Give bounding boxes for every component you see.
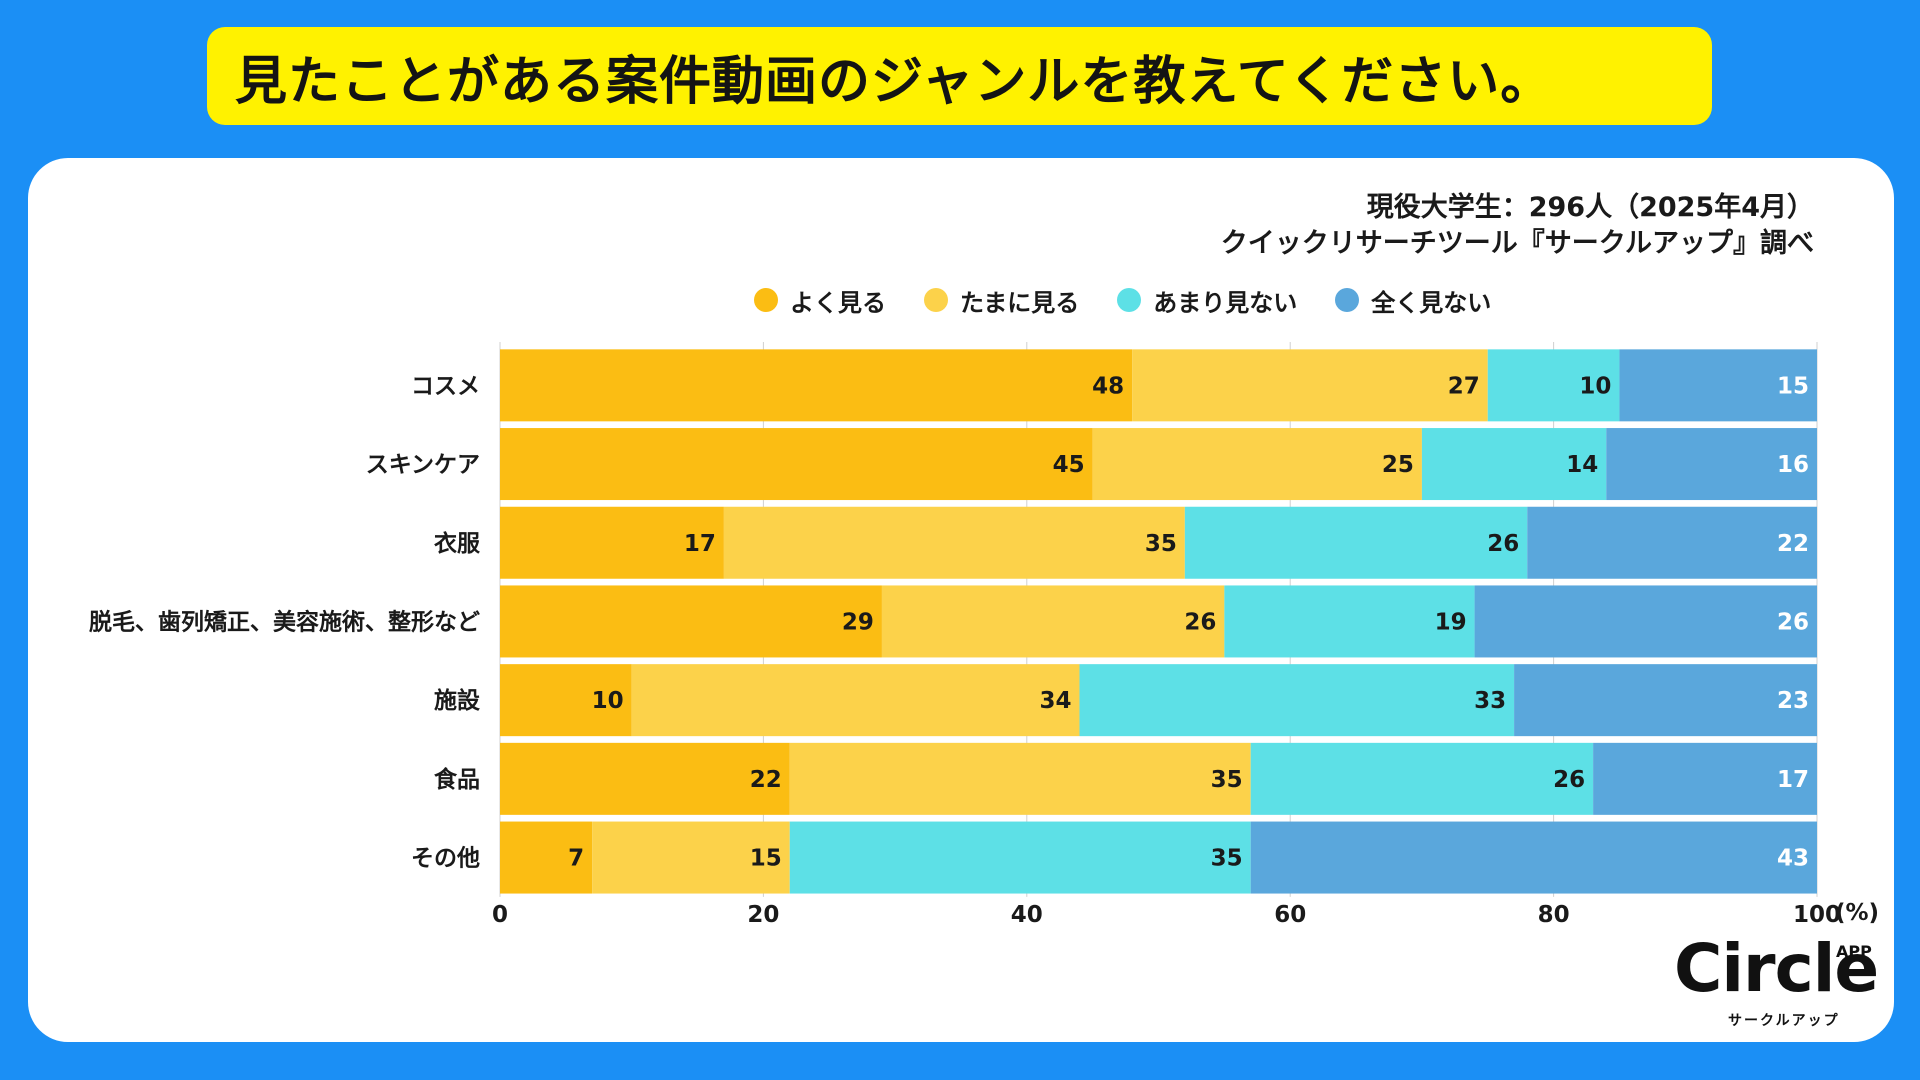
- data-label: 17: [684, 531, 716, 557]
- x-tick-label: 60: [1274, 902, 1306, 928]
- legend-label: 全く見ない: [1371, 288, 1492, 317]
- category-label: 食品: [434, 766, 480, 793]
- data-label: 27: [1448, 373, 1480, 399]
- data-label: 16: [1777, 452, 1809, 478]
- data-label: 33: [1474, 688, 1506, 714]
- data-label: 35: [1211, 846, 1243, 872]
- x-unit-label: (%): [1835, 900, 1879, 926]
- x-tick-label: 80: [1538, 902, 1570, 928]
- bar-segment-1: [592, 821, 790, 894]
- data-label: 17: [1777, 767, 1809, 793]
- bar-segment-2: [1079, 664, 1515, 737]
- data-label: 7: [568, 846, 584, 872]
- data-label: 15: [1777, 373, 1809, 399]
- bar-segment-2: [789, 821, 1251, 894]
- x-tick-label: 100: [1793, 902, 1841, 928]
- bar-segment-0: [500, 349, 1133, 422]
- data-label: 45: [1053, 452, 1085, 478]
- bar-segment-2: [1421, 428, 1607, 501]
- category-label: スキンケア: [366, 452, 480, 478]
- bar-segment-1: [631, 664, 1080, 737]
- logo-app-text: APP: [1836, 942, 1872, 961]
- category-label: コスメ: [411, 373, 480, 399]
- source-line-1: 現役大学生：296人（2025年4月）: [1366, 192, 1814, 223]
- data-label: 34: [1039, 688, 1071, 714]
- bar-segment-0: [500, 742, 790, 815]
- bar-segment-2: [1487, 349, 1620, 422]
- bar-segment-3: [1593, 742, 1817, 815]
- chart-title: 見たことがある案件動画のジャンルを教えてください。: [235, 51, 1554, 112]
- data-label: 10: [1579, 373, 1611, 399]
- category-label: その他: [411, 846, 480, 872]
- legend-dot-icon: [1335, 288, 1360, 312]
- legend-dot-icon: [1117, 288, 1142, 312]
- category-label: 脱毛、歯列矯正、美容施術、整形など: [89, 608, 480, 635]
- category-label: 施設: [434, 687, 481, 714]
- bar-segment-1: [1092, 428, 1422, 501]
- category-label: 衣服: [434, 530, 481, 557]
- legend-dot-icon: [924, 288, 948, 312]
- legend: よく見る たまに見る あまり見ない 全く見ない: [754, 283, 1529, 318]
- data-label: 26: [1553, 767, 1585, 793]
- bar-segment-0: [500, 821, 593, 894]
- legend-item-1: たまに見る: [924, 283, 1079, 318]
- data-label: 26: [1777, 609, 1809, 635]
- logo-main-text: Circle: [1674, 930, 1879, 1007]
- bar-segment-1: [789, 742, 1251, 815]
- data-label: 26: [1487, 531, 1519, 557]
- bar-segment-0: [500, 428, 1093, 501]
- circle-app-logo: Circle APP サークルアップ: [1672, 930, 1882, 1030]
- logo-sub-text: サークルアップ: [1728, 1013, 1840, 1029]
- data-label: 22: [750, 767, 782, 793]
- data-label: 35: [1211, 767, 1243, 793]
- bar-segment-2: [1250, 742, 1594, 815]
- x-tick-label: 40: [1011, 902, 1043, 928]
- data-label: 29: [842, 609, 874, 635]
- data-label: 35: [1145, 531, 1177, 557]
- legend-item-0: よく見る: [754, 283, 886, 318]
- bar-segment-3: [1606, 428, 1817, 501]
- data-label: 19: [1435, 609, 1467, 635]
- legend-item-3: 全く見ない: [1335, 283, 1491, 318]
- data-label: 10: [592, 688, 624, 714]
- bar-segment-3: [1474, 585, 1817, 658]
- bar-segment-2: [1184, 506, 1528, 579]
- legend-item-2: あまり見ない: [1117, 283, 1297, 318]
- bar-segment-1: [881, 585, 1225, 658]
- data-label: 43: [1777, 846, 1809, 872]
- bar-segment-0: [500, 664, 632, 737]
- data-label: 23: [1777, 688, 1809, 714]
- source-line-2: クイックリサーチツール『サークルアップ』調べ: [1220, 228, 1814, 259]
- legend-dot-icon: [754, 288, 778, 312]
- legend-label: あまり見ない: [1153, 288, 1298, 317]
- bar-segment-3: [1619, 349, 1817, 422]
- bar-segment-3: [1514, 664, 1817, 737]
- bar-segment-0: [500, 506, 724, 579]
- data-label: 25: [1382, 452, 1414, 478]
- bar-segment-0: [500, 585, 882, 658]
- data-label: 26: [1184, 609, 1216, 635]
- x-tick-label: 20: [747, 902, 779, 928]
- bar-segment-2: [1224, 585, 1475, 658]
- bar-segment-1: [1132, 349, 1488, 422]
- data-label: 22: [1777, 531, 1809, 557]
- bar-segment-3: [1250, 821, 1817, 894]
- legend-label: よく見る: [790, 288, 886, 317]
- legend-label: たまに見る: [960, 288, 1080, 317]
- title-banner: 見たことがある案件動画のジャンルを教えてください。: [207, 27, 1712, 125]
- data-label: 14: [1566, 452, 1598, 478]
- data-label: 48: [1092, 373, 1124, 399]
- source-note: 現役大学生：296人（2025年4月） クイックリサーチツール『サークルアップ』…: [1221, 190, 1814, 262]
- bar-segment-3: [1527, 506, 1817, 579]
- data-label: 15: [750, 846, 782, 872]
- x-tick-label: 0: [492, 902, 508, 928]
- bar-segment-1: [723, 506, 1185, 579]
